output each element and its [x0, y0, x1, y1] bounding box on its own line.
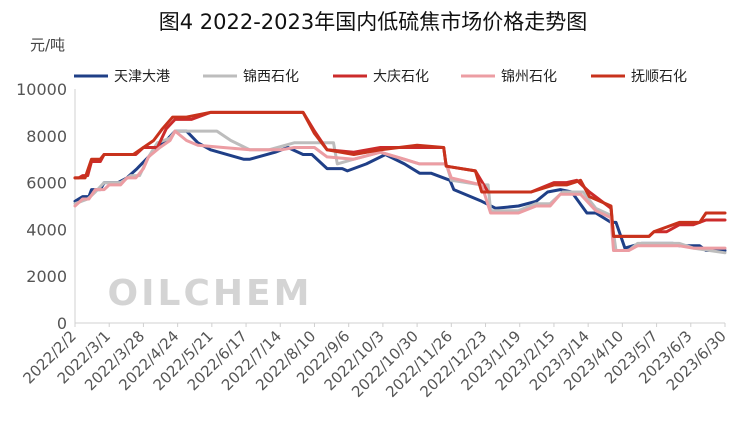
chart-title: 图4 2022-2023年国内低硫焦市场价格走势图 [158, 10, 588, 34]
legend-label: 抚顺石化 [631, 69, 687, 85]
watermark-layer: OILCHEM [108, 273, 313, 314]
watermark-text: OILCHEM [108, 273, 313, 314]
legend-label: 大庆石化 [373, 69, 429, 85]
y-tick-label: 8000 [26, 127, 67, 146]
legend-label: 锦西石化 [243, 68, 299, 85]
x-axis: 2022/2/22022/3/12022/3/282022/4/242022/5… [19, 322, 730, 401]
y-tick-label: 10000 [16, 80, 67, 99]
y-tick-label: 0 [57, 314, 67, 333]
y-tick-label: 2000 [26, 267, 67, 286]
y-axis-unit-label: 元/吨 [30, 36, 66, 54]
series-line-5 [73, 110, 727, 238]
y-axis: 0 2000 4000 6000 8000 10000 [16, 80, 76, 333]
legend-label: 锦州石化 [501, 68, 557, 85]
series-line-3 [73, 110, 727, 238]
series-line-1 [73, 129, 727, 252]
y-tick-label: 6000 [26, 174, 67, 193]
y-tick-label: 4000 [26, 220, 67, 239]
chart-legend: 天津大港 锦西石化 大庆石化 锦州石化 抚顺石化 [74, 68, 687, 85]
legend-label: 天津大港 [114, 69, 170, 85]
series-layer [73, 110, 727, 255]
series-line-4 [73, 129, 727, 252]
series-line-2 [73, 129, 727, 255]
